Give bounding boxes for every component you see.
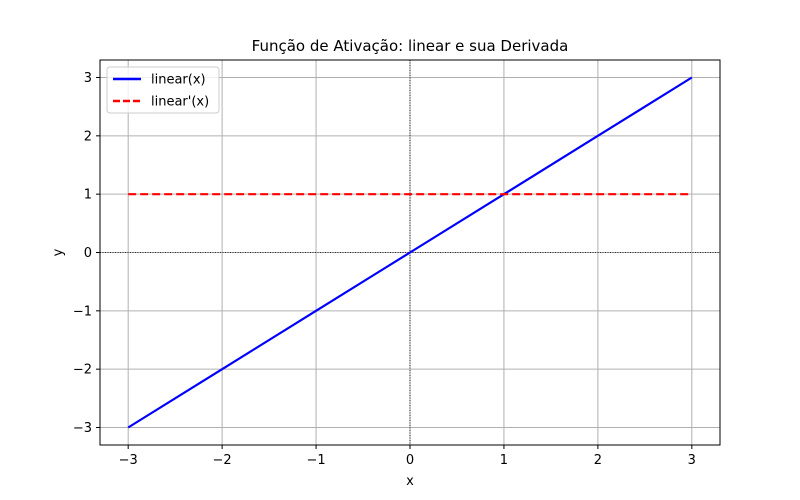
x-axis-label: x xyxy=(406,474,414,489)
y-tick-label: −3 xyxy=(73,421,92,436)
axis-ticks: −3 −2 −1 0 1 2 3 −3 −2 −1 0 1 2 3 xyxy=(73,71,696,468)
x-tick-label: 1 xyxy=(500,453,508,468)
series-lines xyxy=(127,76,693,429)
y-tick-label: 3 xyxy=(84,71,92,86)
legend: linear(x) linear'(x) xyxy=(106,66,220,114)
y-axis-label: y xyxy=(51,248,66,256)
x-tick-label: −3 xyxy=(119,453,138,468)
x-tick-label: 2 xyxy=(594,453,602,468)
y-tick-label: −2 xyxy=(73,363,92,378)
legend-label-linear-derivative: linear'(x) xyxy=(151,95,209,110)
y-tick-label: 1 xyxy=(84,188,92,203)
y-tick-label: −1 xyxy=(73,304,92,319)
chart-title: Função de Ativação: linear e sua Derivad… xyxy=(252,37,569,55)
y-tick-label: 2 xyxy=(84,129,92,144)
x-tick-label: 0 xyxy=(406,453,414,468)
y-tick-label: 0 xyxy=(84,246,92,261)
x-tick-label: −2 xyxy=(213,453,232,468)
x-tick-label: 3 xyxy=(688,453,696,468)
legend-label-linear: linear(x) xyxy=(151,73,206,88)
series-line-0 xyxy=(127,76,693,429)
x-tick-label: −1 xyxy=(306,453,325,468)
